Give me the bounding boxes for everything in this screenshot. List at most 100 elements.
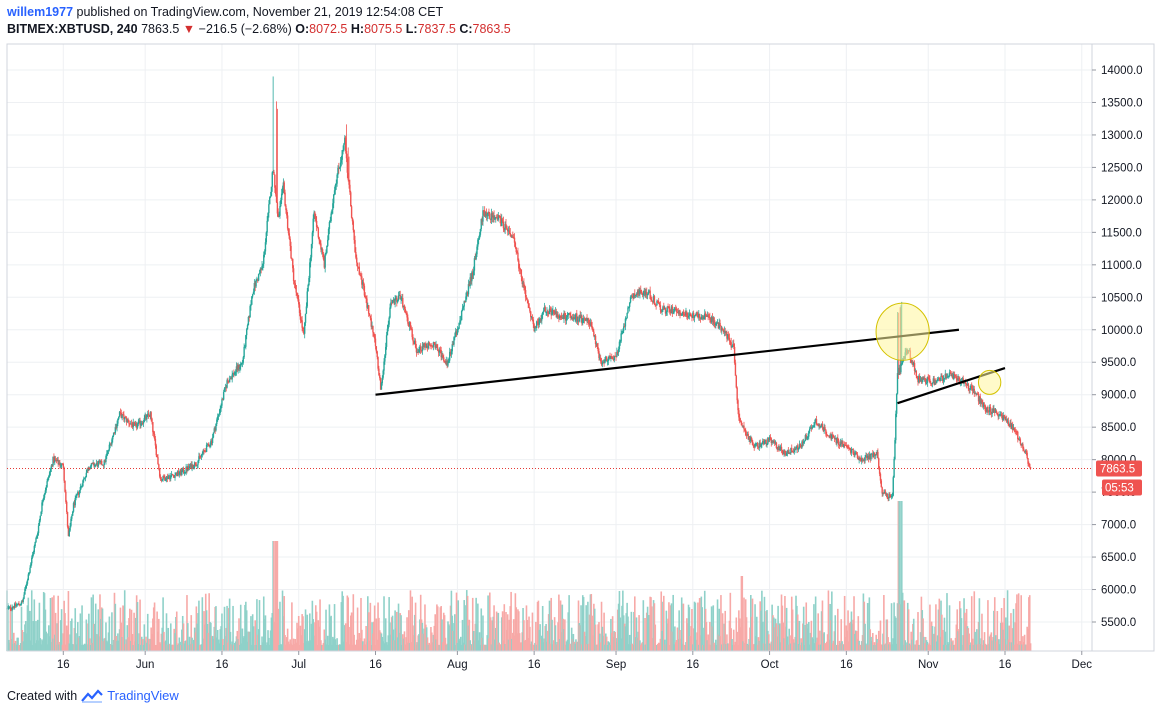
candle-body	[248, 316, 250, 318]
candle-body	[353, 230, 355, 241]
candle-body	[58, 463, 60, 465]
volume-bar	[24, 621, 27, 651]
volume-bar	[239, 644, 241, 651]
candle-body	[640, 291, 643, 294]
candle-body	[129, 423, 132, 425]
candle-body	[491, 213, 494, 218]
candle-body	[301, 320, 303, 328]
candle-body	[551, 310, 553, 316]
candle-body	[155, 445, 157, 456]
volume-bar	[564, 619, 566, 651]
tradingview-brand[interactable]: TradingView	[107, 688, 179, 703]
candle-body	[126, 419, 128, 422]
volume-bar	[340, 602, 343, 651]
volume-bar	[837, 608, 839, 651]
annotations[interactable]	[375, 302, 1006, 405]
candle-body	[164, 480, 167, 482]
candle-body	[854, 453, 856, 455]
candle-body	[213, 428, 215, 433]
volume-bar	[261, 636, 263, 651]
highlight-circle[interactable]	[875, 302, 930, 361]
trendline[interactable]	[375, 328, 960, 396]
volume-bar	[947, 642, 949, 651]
candle-body	[239, 367, 241, 369]
volume-bar	[102, 641, 105, 651]
candle-body	[669, 308, 671, 313]
volume-bar	[640, 643, 643, 651]
candle-body	[401, 297, 403, 299]
volume-bar	[835, 644, 837, 651]
candle-body	[483, 210, 485, 212]
candle-body	[671, 306, 674, 313]
volume-bar	[460, 644, 463, 651]
volume-bar	[164, 640, 167, 651]
candle-body	[999, 414, 1001, 416]
volume-bar	[506, 629, 508, 651]
candle-body	[866, 455, 869, 459]
candle-body	[1000, 414, 1002, 416]
candle-body	[1009, 422, 1011, 427]
candle-body	[889, 493, 891, 496]
volume-bar	[842, 644, 845, 651]
volume-bar	[703, 590, 706, 651]
candle-body	[758, 442, 761, 448]
volume-bar	[1024, 644, 1027, 651]
candle-body	[426, 345, 429, 349]
volume-bar	[314, 622, 316, 651]
volume-bar	[824, 643, 826, 651]
candle-body	[665, 311, 668, 314]
candle-body	[422, 345, 424, 347]
candle-body	[750, 437, 752, 442]
candle-body	[223, 388, 226, 392]
candle-body	[948, 372, 951, 377]
candle-body	[936, 378, 939, 381]
y-tick-label: 10000.0	[1101, 325, 1143, 337]
candle-body	[536, 321, 538, 328]
candle-body	[453, 337, 455, 345]
candle-body	[327, 239, 329, 246]
volume-bar	[646, 606, 649, 651]
author-link[interactable]: willem1977	[7, 5, 74, 19]
candle-body	[880, 480, 883, 488]
volume-bar	[94, 603, 97, 651]
volume-bar	[234, 641, 237, 651]
volume-bar	[320, 640, 322, 651]
candle-body	[312, 218, 314, 233]
volume-bar	[899, 604, 901, 651]
candle-body	[655, 304, 657, 306]
candle-body	[430, 345, 432, 347]
candle-body	[641, 293, 644, 295]
volume-bar	[263, 619, 266, 651]
volume-bar	[478, 632, 481, 651]
x-tick-label: 16	[999, 659, 1012, 671]
volume-bar	[173, 628, 175, 651]
candle-body	[881, 487, 883, 494]
candle-body	[526, 299, 529, 301]
candle-body	[267, 213, 269, 221]
volume-bar	[267, 630, 269, 651]
candle-body	[40, 511, 42, 516]
candle-body	[234, 371, 237, 373]
highlight-circle[interactable]	[977, 369, 1002, 395]
candle-body	[257, 274, 260, 281]
candle-body	[372, 325, 374, 333]
volume-bar	[905, 642, 907, 651]
volume-bar	[15, 644, 18, 651]
volume-bar	[429, 644, 431, 651]
candle-body	[288, 233, 291, 239]
candle-body	[897, 373, 900, 375]
candle-body	[697, 315, 699, 318]
candle-body	[1002, 415, 1004, 420]
candle-body	[515, 247, 517, 253]
candle-body	[611, 356, 613, 359]
volume-bar	[622, 615, 625, 651]
tradingview-logo-icon[interactable]	[81, 688, 103, 703]
candle-body	[759, 442, 761, 447]
candle-body	[709, 317, 711, 320]
volume-bar	[251, 614, 254, 651]
volume-bar	[484, 644, 487, 651]
candle-body	[123, 414, 125, 420]
volume-bar	[565, 641, 568, 651]
candle-body	[666, 306, 668, 312]
